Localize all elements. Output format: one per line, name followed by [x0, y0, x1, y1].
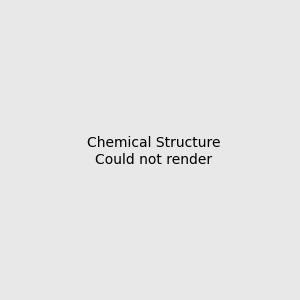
- Text: Chemical Structure
Could not render: Chemical Structure Could not render: [87, 136, 220, 166]
